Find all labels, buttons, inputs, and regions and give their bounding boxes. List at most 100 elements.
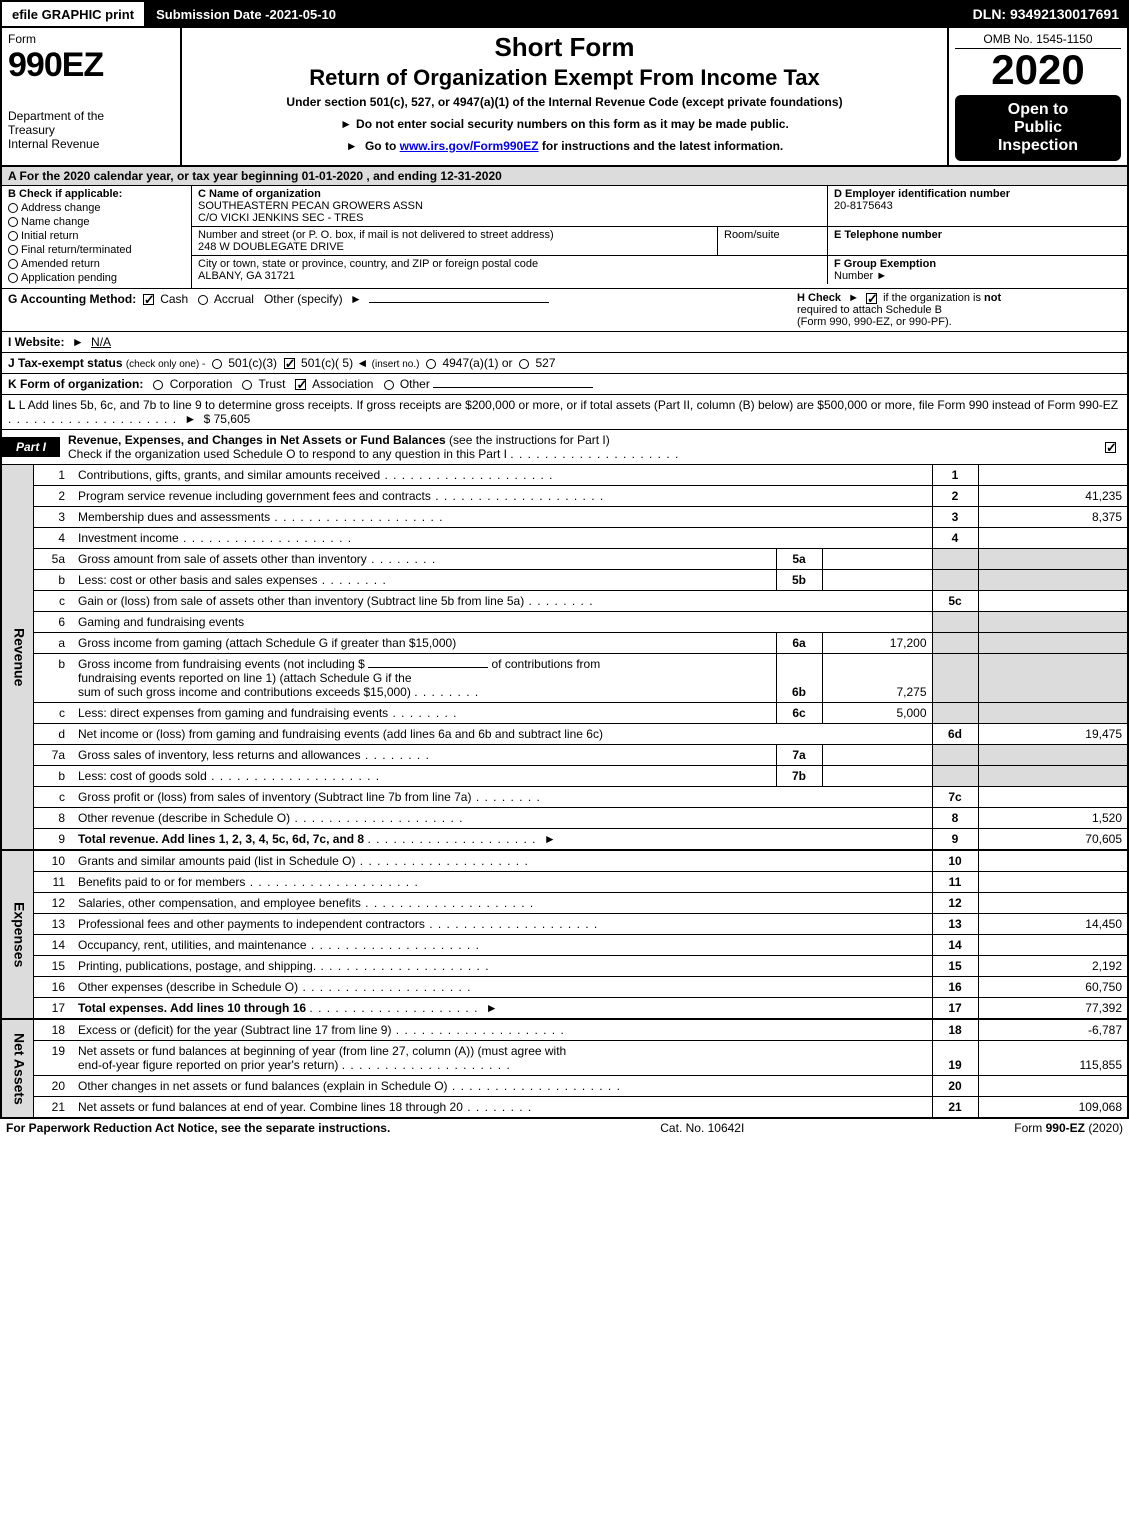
l8-desc: Other revenue (describe in Schedule O) .… bbox=[73, 808, 932, 829]
yearline-begin: 01-01-2020 bbox=[302, 169, 363, 183]
l6b-desc: Gross income from fundraising events (no… bbox=[73, 654, 776, 703]
form-header: Form 990EZ Department of the Treasury In… bbox=[0, 28, 1129, 167]
l14-no: 14 bbox=[33, 935, 73, 956]
l21-desc: Net assets or fund balances at end of ye… bbox=[73, 1097, 932, 1119]
l21-box: 21 bbox=[932, 1097, 978, 1119]
k-corp-radio[interactable] bbox=[153, 380, 163, 390]
j-501c-check[interactable] bbox=[284, 358, 295, 369]
l17-desc: Total expenses. Add lines 10 through 16 … bbox=[73, 998, 932, 1020]
l4-desc: Investment income . . . . . . . . . . . … bbox=[73, 528, 932, 549]
l13-box: 13 bbox=[932, 914, 978, 935]
f-label2: Number bbox=[834, 270, 873, 282]
row-l: L L Add lines 5b, 6c, and 7b to line 9 t… bbox=[2, 395, 1127, 429]
l19-desc: Net assets or fund balances at beginning… bbox=[73, 1041, 932, 1076]
instructions-post: for instructions and the latest informat… bbox=[542, 139, 783, 153]
l6b-blank[interactable] bbox=[368, 667, 488, 668]
j-label: J Tax-exempt status bbox=[8, 356, 123, 370]
l7c-desc: Gross profit or (loss) from sales of inv… bbox=[73, 787, 932, 808]
rows-g-to-l: G Accounting Method: Cash Accrual Other … bbox=[0, 289, 1129, 430]
k-other-radio[interactable] bbox=[384, 380, 394, 390]
l5a-val bbox=[978, 549, 1128, 570]
l6-box bbox=[932, 612, 978, 633]
page-footer: For Paperwork Reduction Act Notice, see … bbox=[0, 1119, 1129, 1137]
j-501c3-radio[interactable] bbox=[212, 359, 222, 369]
l8-no: 8 bbox=[33, 808, 73, 829]
l20-desc: Other changes in net assets or fund bala… bbox=[73, 1076, 932, 1097]
l7c-no: c bbox=[33, 787, 73, 808]
l20-val bbox=[978, 1076, 1128, 1097]
open-to-public: Open to Public Inspection bbox=[955, 95, 1121, 161]
j-527: 527 bbox=[536, 356, 556, 370]
dept-line1: Department of the bbox=[8, 109, 174, 123]
l15-val: 2,192 bbox=[978, 956, 1128, 977]
instructions-pre: Go to bbox=[365, 139, 400, 153]
l7b-box bbox=[932, 766, 978, 787]
yearline-mid: , and ending bbox=[366, 169, 440, 183]
l7a-desc: Gross sales of inventory, less returns a… bbox=[73, 745, 776, 766]
l17-val: 77,392 bbox=[978, 998, 1128, 1020]
k-other: Other bbox=[400, 377, 430, 391]
l6b-no: b bbox=[33, 654, 73, 703]
l6a-mini: 6a bbox=[776, 633, 822, 654]
row-h: H Check if the organization is not requi… bbox=[791, 292, 1121, 328]
k-trust-radio[interactable] bbox=[242, 380, 252, 390]
part-i-title-note: (see the instructions for Part I) bbox=[449, 433, 610, 447]
l13-desc: Professional fees and other payments to … bbox=[73, 914, 932, 935]
org-name-2: C/O VICKI JENKINS SEC - TRES bbox=[198, 212, 363, 224]
form-number: 990EZ bbox=[8, 46, 174, 85]
l5a-mini: 5a bbox=[776, 549, 822, 570]
city-label: City or town, state or province, country… bbox=[198, 258, 538, 270]
l6a-desc: Gross income from gaming (attach Schedul… bbox=[73, 633, 776, 654]
instructions-link-line: Go to www.irs.gov/Form990EZ for instruct… bbox=[188, 139, 941, 153]
j-4947-radio[interactable] bbox=[426, 359, 436, 369]
l5b-desc: Less: cost or other basis and sales expe… bbox=[73, 570, 776, 591]
b-opt-name-change[interactable]: Name change bbox=[8, 216, 185, 228]
l18-val: -6,787 bbox=[978, 1019, 1128, 1041]
section-b: B Check if applicable: Address change Na… bbox=[2, 186, 192, 288]
l7a-no: 7a bbox=[33, 745, 73, 766]
yearline-pre: A For the 2020 calendar year, or tax yea… bbox=[8, 169, 302, 183]
h-text1: H Check bbox=[797, 292, 841, 304]
h-check[interactable] bbox=[866, 293, 877, 304]
j-4947: 4947(a)(1) or bbox=[442, 356, 512, 370]
l6d-val: 19,475 bbox=[978, 724, 1128, 745]
l16-desc: Other expenses (describe in Schedule O) … bbox=[73, 977, 932, 998]
short-form-title: Short Form bbox=[188, 32, 941, 63]
part-i-pill: Part I bbox=[2, 437, 60, 457]
l5a-desc: Gross amount from sale of assets other t… bbox=[73, 549, 776, 570]
form-subtitle: Under section 501(c), 527, or 4947(a)(1)… bbox=[188, 95, 941, 109]
e-label: E Telephone number bbox=[834, 229, 942, 241]
l21-val: 109,068 bbox=[978, 1097, 1128, 1119]
efile-print-button[interactable]: efile GRAPHIC print bbox=[0, 0, 146, 28]
l17-no: 17 bbox=[33, 998, 73, 1020]
part-i-bar: Part I Revenue, Expenses, and Changes in… bbox=[0, 430, 1129, 465]
k-other-field[interactable] bbox=[433, 387, 593, 388]
g-accrual-radio[interactable] bbox=[198, 295, 208, 305]
f-label: F Group Exemption bbox=[834, 258, 936, 270]
part-i-check[interactable] bbox=[1105, 442, 1116, 453]
sidebar-revenue: Revenue bbox=[1, 465, 33, 850]
instructions-link[interactable]: www.irs.gov/Form990EZ bbox=[400, 139, 539, 153]
l14-val bbox=[978, 935, 1128, 956]
b-opt-amended[interactable]: Amended return bbox=[8, 258, 185, 270]
l5a-box bbox=[932, 549, 978, 570]
b-opt-address-change[interactable]: Address change bbox=[8, 202, 185, 214]
l1-box: 1 bbox=[932, 465, 978, 486]
l-amount: $ 75,605 bbox=[204, 412, 251, 426]
b-opt-pending[interactable]: Application pending bbox=[8, 272, 185, 284]
k-assoc-check[interactable] bbox=[295, 379, 306, 390]
l12-desc: Salaries, other compensation, and employ… bbox=[73, 893, 932, 914]
j-527-radio[interactable] bbox=[519, 359, 529, 369]
g-cash-check[interactable] bbox=[143, 294, 154, 305]
l6c-no: c bbox=[33, 703, 73, 724]
b-opt-initial[interactable]: Initial return bbox=[8, 230, 185, 242]
b-opt-final[interactable]: Final return/terminated bbox=[8, 244, 185, 256]
l17-box: 17 bbox=[932, 998, 978, 1020]
l9-box: 9 bbox=[932, 829, 978, 851]
l16-box: 16 bbox=[932, 977, 978, 998]
g-other-field[interactable] bbox=[369, 302, 549, 303]
dln: DLN: 93492130017691 bbox=[963, 6, 1129, 22]
l11-box: 11 bbox=[932, 872, 978, 893]
form-word: Form bbox=[8, 32, 174, 46]
l2-val: 41,235 bbox=[978, 486, 1128, 507]
